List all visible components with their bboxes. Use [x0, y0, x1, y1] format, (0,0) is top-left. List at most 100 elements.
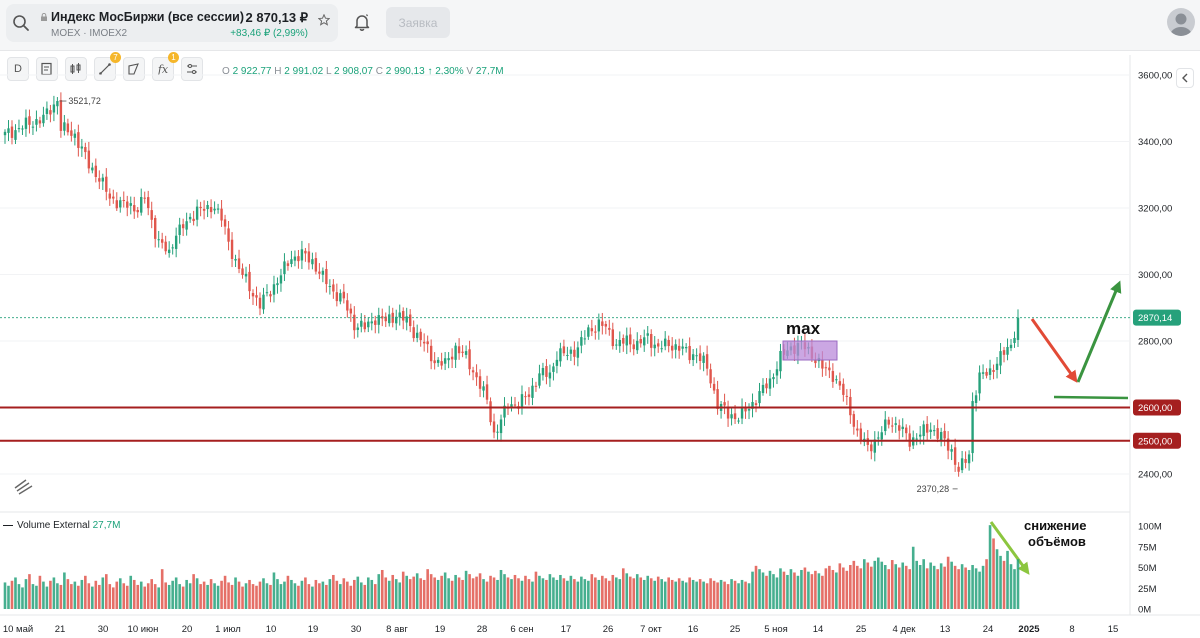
- search-icon[interactable]: [12, 14, 30, 32]
- volume-bar: [859, 568, 863, 609]
- volume-bar: [415, 573, 419, 609]
- order-button[interactable]: Заявка: [386, 7, 450, 38]
- volume-bar: [373, 584, 377, 609]
- candle-body: [562, 346, 566, 354]
- candle-body: [531, 385, 534, 398]
- pattern-icon[interactable]: [12, 476, 34, 496]
- volume-bar: [422, 579, 426, 609]
- volume-bar: [698, 579, 702, 609]
- volume-bar: [443, 572, 447, 609]
- collapse-panel-button[interactable]: [1176, 68, 1194, 88]
- candle-body: [513, 404, 517, 406]
- volume-bar: [653, 580, 657, 609]
- volume-bar: [496, 579, 499, 609]
- user-icon: [1170, 13, 1192, 36]
- chart-grid: [0, 55, 1200, 616]
- volume-bar: [157, 587, 160, 609]
- candle-body: [115, 200, 118, 209]
- volume-label: Volume External: [17, 520, 90, 531]
- ticker-card[interactable]: Индекс МосБиржи (все сессии) MOEX · IMOE…: [6, 4, 338, 42]
- candle-body: [971, 401, 974, 454]
- candle-body: [740, 406, 744, 419]
- volume-bar: [587, 580, 590, 609]
- volume-bar: [213, 583, 216, 609]
- max-price-label: 3521,72: [68, 96, 101, 106]
- volume-bar: [153, 584, 157, 609]
- time-tick-label: 25: [856, 624, 867, 635]
- volume-bar: [318, 583, 321, 609]
- candle-body: [237, 258, 241, 269]
- candle-body: [192, 218, 195, 222]
- candle-body: [569, 349, 573, 354]
- candle-body: [56, 101, 59, 107]
- candle-body: [265, 292, 269, 294]
- volume-bar: [953, 565, 957, 609]
- candle-body: [339, 293, 342, 302]
- volume-bar: [660, 579, 664, 609]
- time-tick-label: 25: [730, 624, 741, 635]
- star-icon[interactable]: [318, 14, 330, 26]
- volume-bar: [272, 572, 276, 609]
- volume-bar: [185, 579, 188, 609]
- volume-bar: [974, 568, 978, 609]
- avatar[interactable]: [1167, 8, 1195, 36]
- candle-body: [929, 429, 932, 433]
- candle-body: [367, 321, 370, 328]
- candle-body: [346, 300, 349, 311]
- candle-body: [824, 367, 828, 369]
- bell-icon[interactable]: [352, 12, 372, 32]
- volume-bar: [429, 574, 433, 609]
- candle-body: [185, 221, 188, 230]
- volume-bar: [42, 581, 45, 609]
- ohlc-open-label: O: [222, 66, 230, 77]
- volume-bar: [681, 580, 684, 609]
- price-tick-label: 3200,00: [1138, 204, 1172, 215]
- volume-bar: [520, 580, 524, 609]
- candle-body: [454, 345, 457, 360]
- candle-body: [601, 321, 604, 326]
- candle-body: [730, 414, 733, 419]
- volume-bar: [789, 569, 793, 609]
- candle-body: [541, 368, 545, 376]
- volume-bar: [628, 576, 632, 609]
- volume-bar: [492, 577, 496, 609]
- volume-bar: [122, 583, 126, 609]
- candle-body: [178, 224, 181, 236]
- candle-body: [199, 206, 202, 209]
- volume-bar: [890, 560, 894, 609]
- volume-bar: [132, 579, 136, 609]
- volume-bar: [632, 578, 636, 609]
- candle-body: [457, 346, 461, 354]
- candle-body: [698, 353, 702, 361]
- candle-body: [174, 235, 178, 249]
- volume-bar: [904, 565, 908, 609]
- ohlc-low-label: L: [326, 66, 332, 77]
- candle-body: [618, 339, 621, 347]
- volume-bar: [188, 583, 192, 609]
- volume-tick-label: 25M: [1138, 584, 1157, 595]
- candle-body: [286, 263, 290, 266]
- volume-value: 27,7M: [92, 520, 121, 531]
- candle-body: [290, 259, 293, 264]
- candle-body: [566, 354, 569, 356]
- volume-bar: [21, 587, 24, 609]
- candle-body: [733, 413, 737, 420]
- ohlc-change: ↑ 2,30%: [427, 66, 464, 77]
- candle-body: [611, 329, 614, 347]
- time-tick-label: 13: [940, 624, 951, 635]
- candle-body: [915, 438, 918, 440]
- candle-body: [597, 319, 601, 332]
- time-tick-label: 20: [182, 624, 193, 635]
- candle-body: [632, 344, 635, 350]
- volume-bar: [932, 565, 936, 609]
- volume-bar: [164, 582, 167, 609]
- candle-body: [573, 349, 576, 357]
- candle-body: [87, 150, 91, 169]
- volume-bar: [433, 577, 436, 609]
- candle-body: [335, 292, 339, 302]
- candles-icon: [70, 63, 81, 74]
- candle-body: [440, 361, 443, 366]
- candle-body: [436, 359, 440, 363]
- candle-body: [28, 116, 31, 125]
